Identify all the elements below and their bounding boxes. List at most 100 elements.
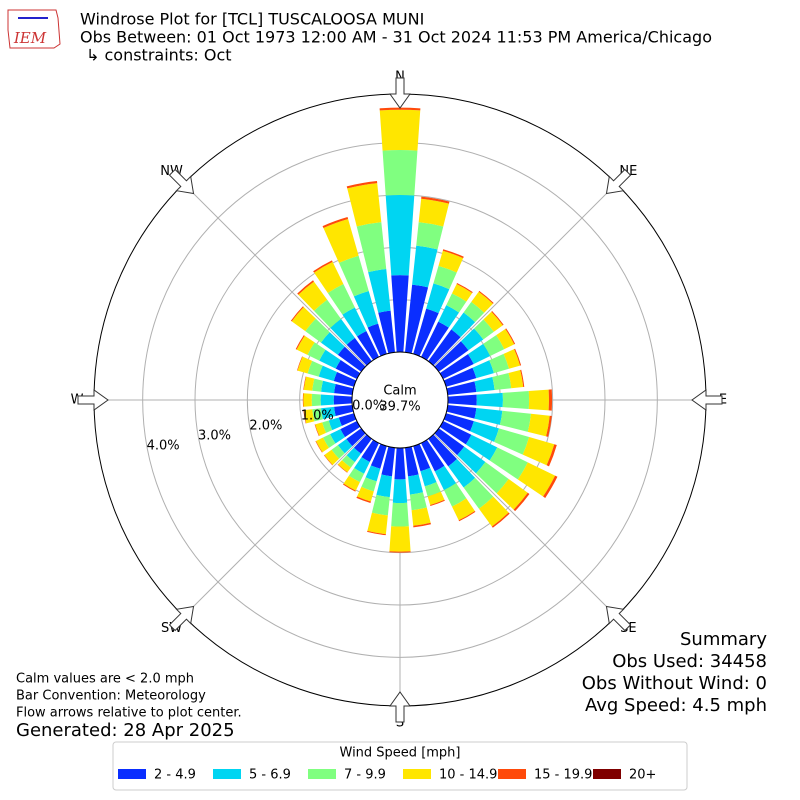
bar-segment — [413, 522, 431, 528]
bar-segment — [522, 437, 555, 466]
bar-segment — [353, 434, 372, 454]
bar-segment — [320, 332, 345, 355]
bar-segment — [318, 365, 338, 381]
bar-segment — [430, 499, 445, 507]
bar-segment — [391, 275, 409, 353]
flow-arrow — [691, 389, 723, 411]
bar-segment — [357, 330, 379, 361]
bar-segment — [295, 335, 305, 350]
summary: Avg Speed: 4.5 mph — [585, 695, 767, 716]
bar-segment — [543, 475, 558, 498]
bar-segment — [346, 447, 362, 463]
title: Windrose Plot for [TCL] TUSCALOOSA MUNI — [80, 10, 424, 29]
bar-segment — [496, 478, 528, 510]
bar-segment — [513, 492, 530, 512]
bar-segment — [439, 354, 474, 379]
r-tick-label: 0.0% — [352, 399, 385, 414]
bar-segment — [314, 424, 320, 437]
bar-segment — [322, 420, 333, 433]
bar-segment — [456, 283, 473, 293]
bar-segment — [338, 255, 369, 297]
bar-segment — [408, 474, 424, 495]
bar-segment — [411, 507, 431, 526]
bar-segment — [321, 380, 336, 394]
grid-spoke — [183, 183, 367, 367]
bar-segment — [356, 496, 371, 503]
bar-segment — [291, 307, 316, 332]
bar-segment — [307, 342, 326, 361]
bar-segment — [303, 410, 307, 424]
bar-segment — [315, 441, 323, 453]
bar-segment — [313, 299, 342, 328]
legend-swatch — [593, 769, 621, 779]
bar-segment — [370, 443, 387, 469]
bar-segment — [492, 372, 512, 391]
bar-segment — [305, 318, 330, 343]
bar-segment — [368, 268, 391, 313]
legend-swatch — [498, 769, 526, 779]
bar-segment — [391, 502, 409, 527]
bar-segment — [434, 341, 469, 372]
bar-segment — [494, 428, 530, 455]
bar-segment — [382, 149, 418, 196]
bar-segment — [421, 321, 449, 361]
bar-segment — [546, 444, 557, 467]
bar-segment — [434, 465, 457, 491]
bar-segment — [467, 343, 491, 365]
bar-segment — [337, 346, 366, 372]
bar-segment — [333, 395, 353, 405]
logo: IEM — [7, 9, 61, 49]
bar-segment — [438, 250, 464, 273]
bar-segment — [320, 394, 334, 406]
legend-label: 2 - 4.9 — [154, 768, 196, 783]
bar-segment — [546, 415, 552, 437]
bar-segment — [323, 454, 333, 466]
grid-spoke — [433, 433, 617, 617]
legend-swatch — [403, 769, 431, 779]
bar-segment — [347, 183, 382, 227]
bar-segment — [334, 383, 354, 395]
bar-segment — [416, 222, 444, 250]
bar-segment — [452, 498, 475, 521]
legend-label: 10 - 14.9 — [439, 768, 497, 783]
bar-segment — [335, 359, 361, 379]
bar-segment — [379, 109, 421, 151]
note: Calm values are < 2.0 mph — [16, 672, 194, 687]
subtitle: ↳ constraints: Oct — [86, 46, 232, 65]
flow-arrow — [605, 168, 632, 195]
note: Bar Convention: Meteorology — [16, 689, 206, 704]
bar-segment — [433, 265, 457, 290]
summary: Obs Without Wind: 0 — [582, 673, 767, 694]
bar-segment — [426, 283, 450, 314]
bar-segment — [428, 329, 461, 366]
bar-segment — [331, 445, 345, 459]
bar-segment — [420, 467, 437, 487]
bar-segment — [367, 323, 387, 357]
bar-segment — [307, 360, 323, 377]
bar-segment — [457, 446, 486, 474]
legend-label: 15 - 19.9 — [534, 768, 592, 783]
bar-segment — [330, 429, 346, 444]
bar-segment — [527, 413, 550, 437]
legend-label: 7 - 9.9 — [344, 768, 386, 783]
bar-segment — [465, 434, 498, 461]
bar-segment — [356, 222, 387, 273]
summary: Summary — [680, 629, 767, 650]
bar-segment — [491, 512, 510, 528]
bar-segment — [337, 438, 353, 454]
bar-segment — [346, 428, 366, 447]
bar-segment — [446, 405, 477, 419]
bar-segment — [313, 260, 333, 273]
bar-segment — [333, 371, 357, 387]
bar-segment — [443, 367, 477, 387]
flow-arrow-shape — [605, 168, 632, 195]
bar-segment — [302, 393, 304, 407]
bar-segment — [472, 360, 494, 379]
bar-segment — [439, 421, 472, 445]
legend-box — [112, 741, 688, 791]
bar-segment — [323, 219, 359, 263]
flow-arrow — [77, 389, 109, 411]
bar-segment — [442, 249, 464, 259]
r-tick-label: 4.0% — [147, 439, 180, 454]
bar-segment — [353, 290, 379, 328]
